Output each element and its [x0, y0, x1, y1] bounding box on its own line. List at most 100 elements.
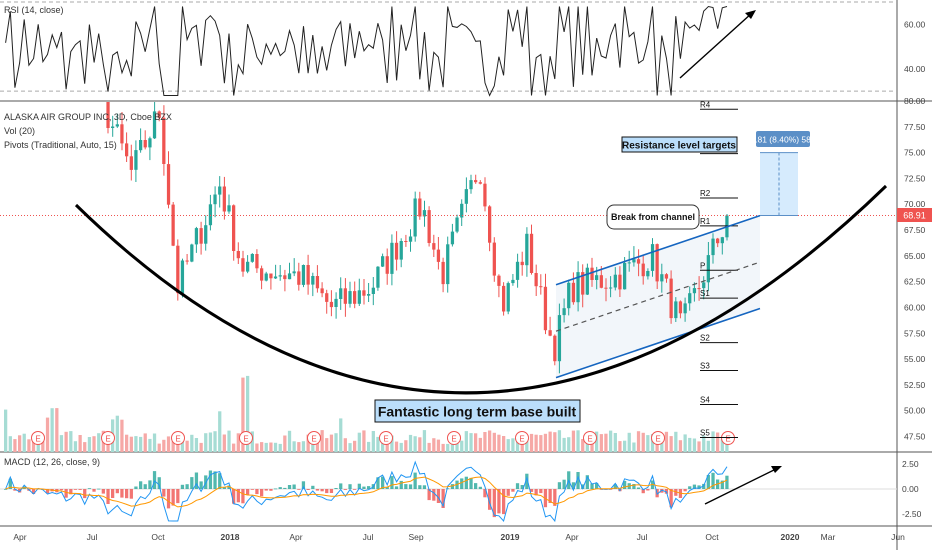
channel-lower-line: [555, 307, 761, 379]
candle-body: [376, 266, 380, 288]
candle-body: [599, 275, 603, 288]
volume-bar: [292, 441, 296, 452]
volume-bar: [506, 439, 510, 452]
macd-histogram-bar: [78, 489, 82, 490]
volume-bar: [455, 442, 459, 452]
rsi-title: RSI (14, close): [4, 5, 64, 15]
macd-axis-tick: 2.50: [902, 459, 919, 469]
candle-body: [404, 241, 408, 242]
candle-body: [152, 111, 157, 139]
volume-bar: [339, 418, 343, 452]
candle-body: [129, 156, 133, 170]
macd-histogram-bar: [18, 489, 22, 493]
volume-bar: [22, 433, 26, 452]
volume-bar: [134, 436, 138, 452]
earnings-marker-label: E: [105, 435, 110, 444]
candle-body: [278, 275, 282, 277]
volume-bar: [469, 433, 473, 452]
candle-body: [623, 262, 627, 290]
macd-histogram-bar: [376, 477, 380, 489]
time-axis-tick: 2018: [221, 532, 240, 542]
macd-histogram-bar: [399, 480, 403, 489]
candle-body: [702, 282, 706, 289]
volume-bar: [325, 438, 329, 452]
time-axis-tick: Apr: [565, 532, 578, 542]
volume-bar: [4, 409, 8, 452]
candle-body: [641, 263, 645, 277]
candle-body: [227, 205, 231, 212]
macd-histogram-bar: [139, 481, 143, 489]
macd-histogram-bar: [385, 486, 389, 489]
macd-histogram-bar: [269, 489, 273, 491]
candle-body: [232, 205, 236, 251]
macd-histogram-bar: [557, 482, 562, 489]
candle-body: [139, 140, 143, 151]
macd-histogram-bar: [585, 475, 589, 489]
volume-bar: [683, 434, 687, 452]
macd-histogram-bar: [255, 489, 259, 495]
candle-body: [190, 244, 194, 262]
candle-body: [162, 117, 166, 164]
volume-bar: [306, 434, 310, 452]
macd-histogram-bar: [162, 489, 166, 497]
volume-bar: [162, 439, 166, 452]
candle-body: [325, 293, 329, 302]
volume-bar: [45, 417, 50, 452]
volume-bar: [678, 440, 683, 452]
price-axis-tick: 57.50: [904, 328, 926, 338]
candle-body: [478, 182, 482, 184]
volume-bar: [548, 431, 552, 452]
volume-bar: [311, 440, 315, 452]
macd-histogram-bar: [152, 471, 157, 489]
candle-body: [348, 291, 352, 304]
macd-histogram-bar: [488, 489, 492, 510]
macd-histogram-bar: [441, 489, 445, 508]
macd-histogram-bar: [711, 472, 715, 489]
macd-histogram-bar: [502, 489, 506, 515]
volume-bar: [92, 436, 96, 452]
volume-bar: [180, 439, 185, 452]
candle-body: [576, 272, 580, 303]
macd-histogram-bar: [720, 480, 724, 489]
candle-body: [339, 288, 343, 299]
price-axis-tick: 75.00: [904, 148, 926, 158]
volume-bar: [190, 434, 194, 452]
price-axis-tick: 50.00: [904, 406, 926, 416]
volume-bar: [297, 442, 301, 452]
volume-bar: [669, 436, 673, 452]
volume-bar: [702, 435, 706, 452]
pivot-label: S2: [700, 334, 710, 343]
macd-histogram-bar: [334, 488, 338, 489]
macd-histogram-bar: [120, 489, 124, 498]
candle-body: [367, 294, 371, 296]
pivot-levels: R4R3R2R1PS1S2S3S4S5: [700, 100, 738, 439]
macd-histogram-bar: [227, 485, 231, 489]
macd-histogram-bar: [590, 483, 594, 489]
price-axis-tick: 52.50: [904, 380, 926, 390]
macd-histogram-bar: [660, 489, 664, 493]
candle-body: [106, 102, 110, 128]
targets-label: Resistance level targets: [622, 141, 736, 152]
candle-body: [399, 241, 403, 260]
price-axis-tick: 65.00: [904, 251, 926, 261]
macd-histogram-bar: [474, 483, 478, 489]
macd-histogram-bar: [562, 479, 566, 489]
volume-bar: [213, 431, 217, 452]
price-axis-tick: 72.50: [904, 173, 926, 183]
macd-histogram-bar: [348, 484, 352, 489]
earnings-marker: [171, 431, 185, 445]
candle-body: [497, 275, 501, 286]
candle-body: [301, 265, 306, 285]
earnings-marker-label: E: [383, 435, 388, 444]
macd-histogram-bar: [292, 484, 296, 489]
candle-body: [669, 278, 673, 319]
earnings-marker: [515, 431, 529, 445]
volume-bar: [613, 433, 617, 452]
macd-histogram-bar: [353, 489, 357, 490]
macd-histogram-bar: [418, 485, 422, 489]
macd-histogram-bar: [59, 489, 64, 491]
volume-bar: [464, 431, 468, 452]
volume-bar: [329, 434, 334, 452]
